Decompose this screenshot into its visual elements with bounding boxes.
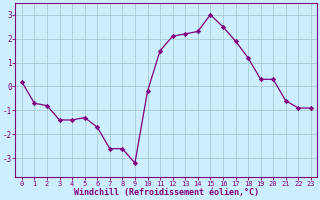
X-axis label: Windchill (Refroidissement éolien,°C): Windchill (Refroidissement éolien,°C) [74, 188, 259, 197]
